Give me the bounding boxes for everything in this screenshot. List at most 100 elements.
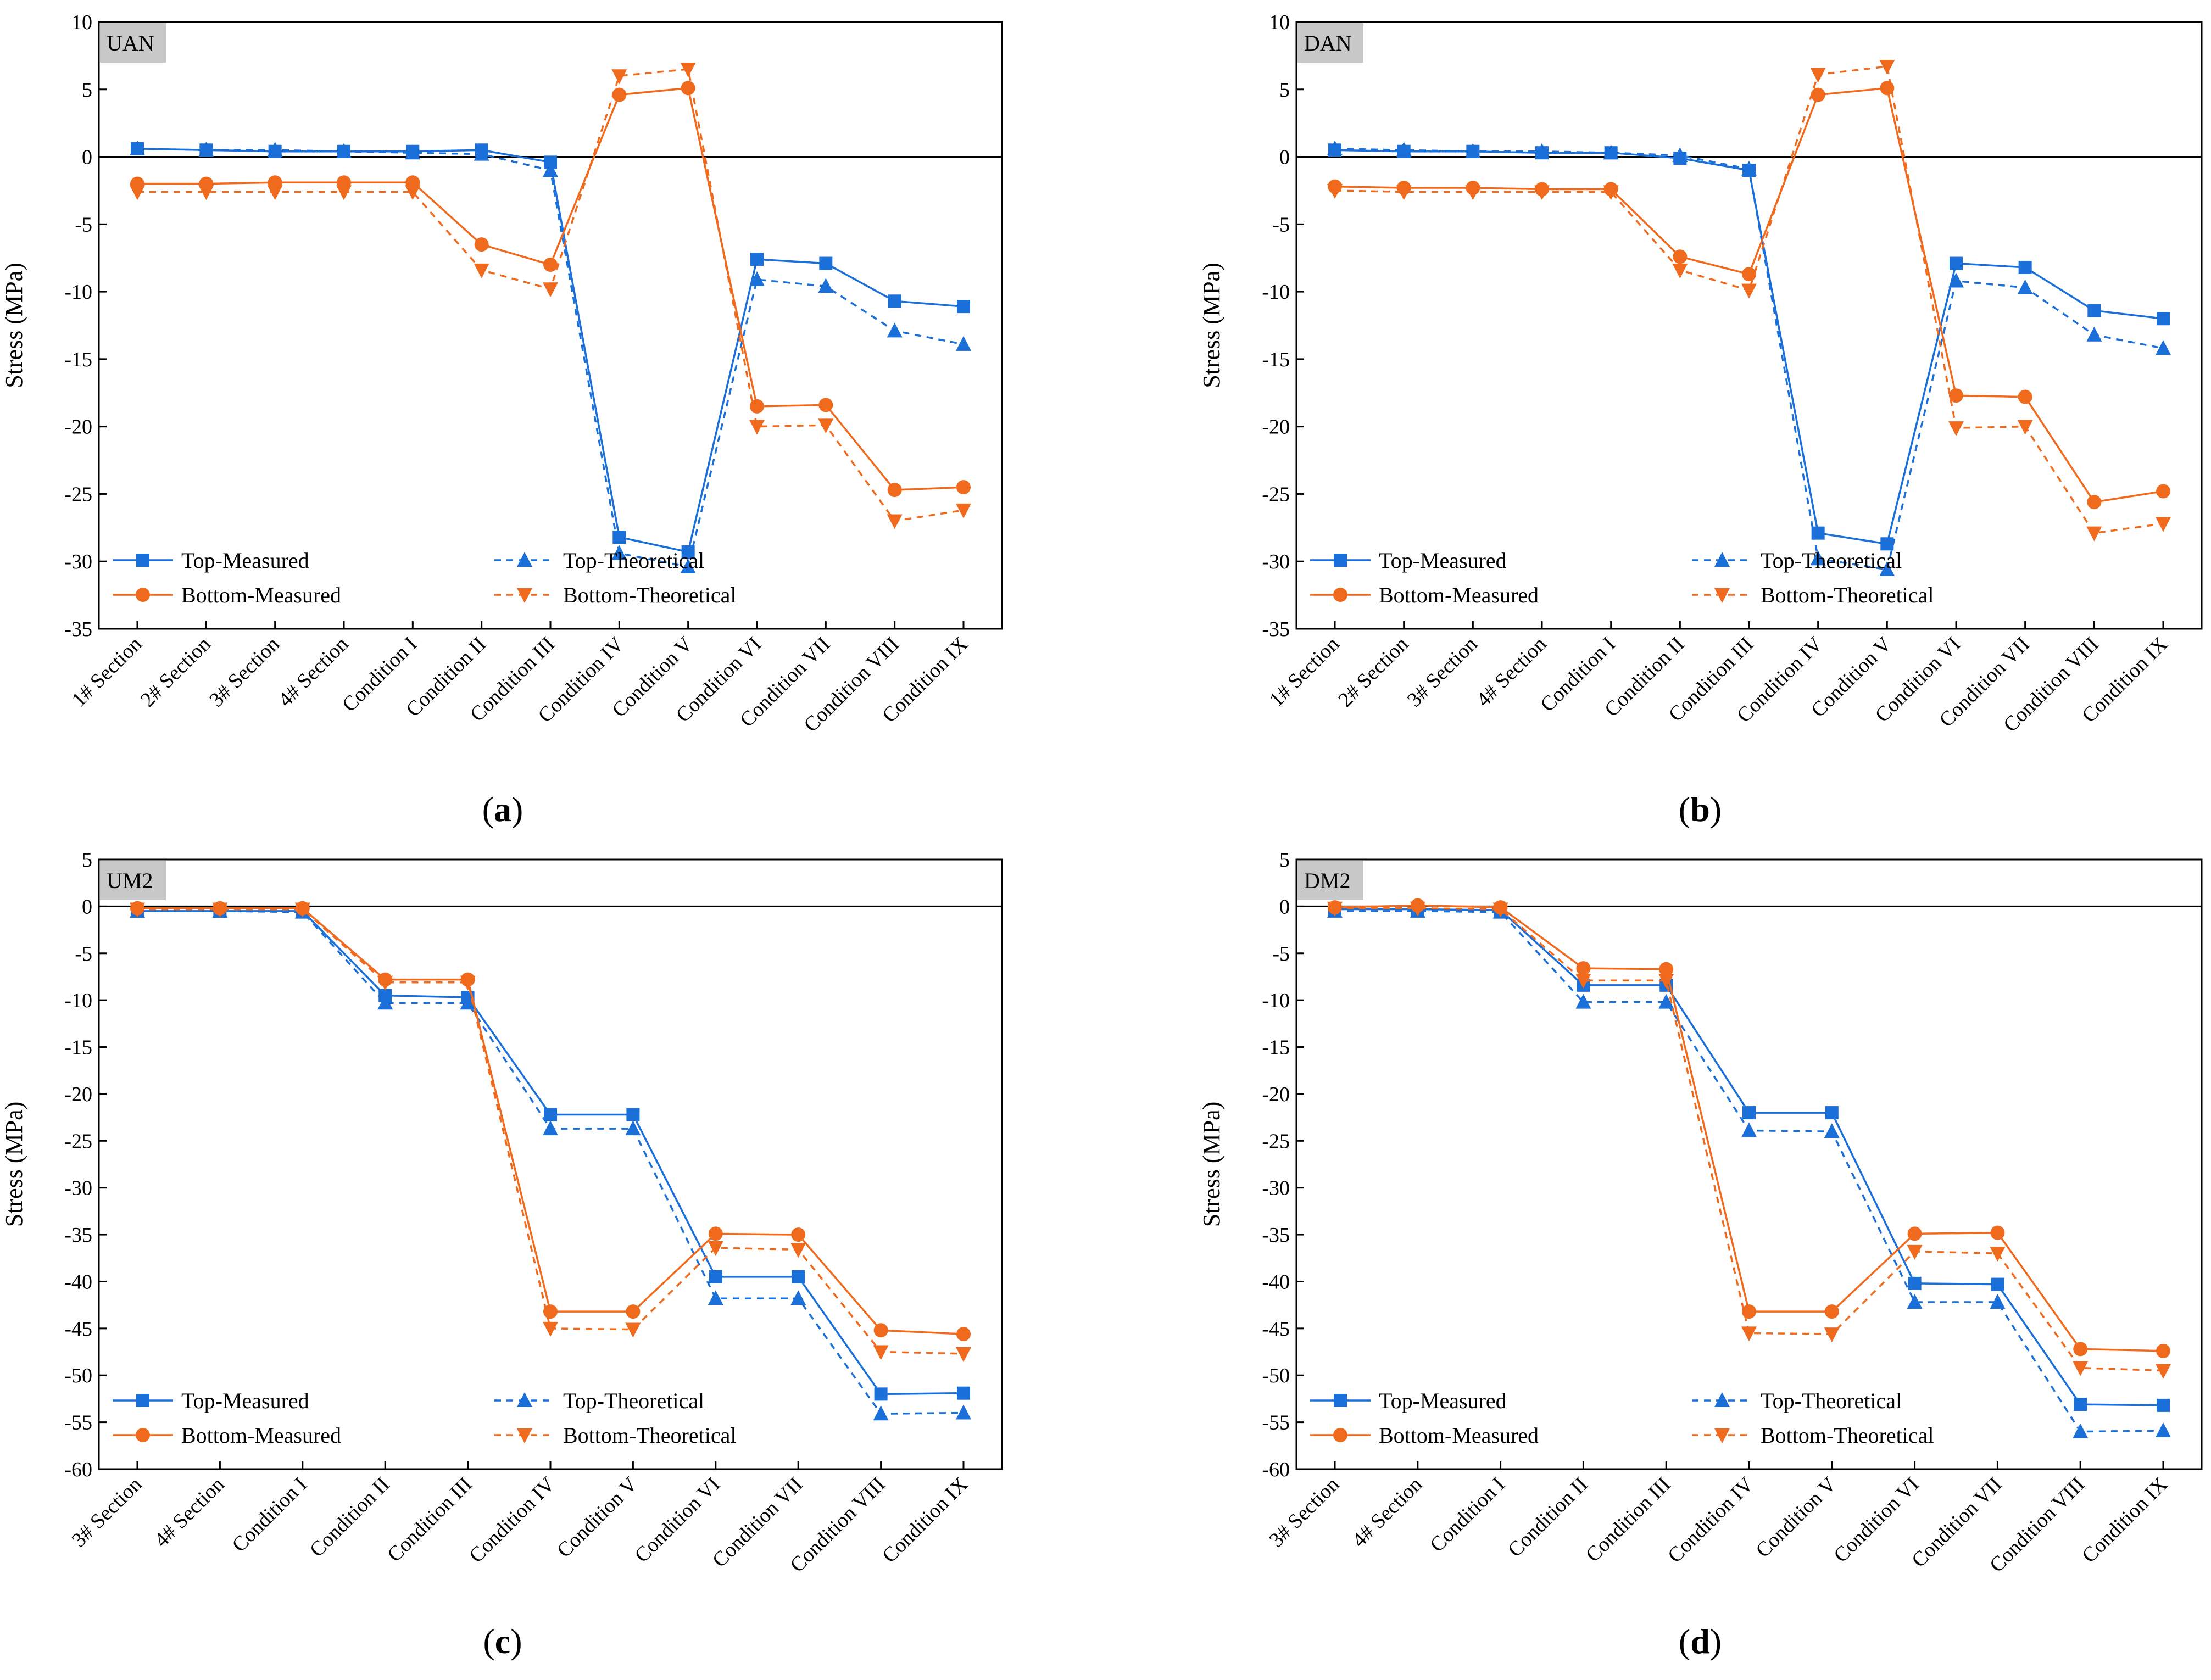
legend-label: Top-Theoretical [563,548,704,573]
data-point [405,144,421,160]
data-point [1603,185,1619,200]
legend-label: Bottom-Theoretical [563,583,736,607]
x-tick-label: 2# Section [1334,633,1413,712]
series-line [137,910,964,1396]
data-point [708,1226,723,1241]
legend-item-top-measured: Top-Measured [1310,548,1507,573]
data-point [1575,974,1591,989]
data-point [790,1290,806,1305]
data-point [1879,561,1895,576]
data-point [873,1405,889,1421]
panel-caption: (b) [1679,790,1722,829]
data-point [1880,537,1894,551]
y-tick-label: -45 [1262,1318,1290,1341]
y-tick-label: -30 [1262,1177,1290,1200]
data-point [2086,326,2102,342]
data-point [887,322,903,338]
data-point [198,185,214,200]
y-axis-label: Stress (MPa) [1,263,27,388]
data-point [377,975,393,991]
data-point [460,975,476,991]
x-tick-label: Condition IV [465,1472,560,1567]
x-tick-label: Condition I [1425,1473,1510,1557]
panel-caption: (a) [482,790,523,829]
data-point [1811,87,1825,102]
data-point [1465,185,1481,200]
data-point [612,87,627,102]
x-tick-label: Condition II [1503,1473,1592,1562]
data-point [611,69,627,85]
y-tick-label: -35 [1262,1224,1290,1247]
y-tick-label: 0 [82,146,92,169]
legend: Top-Measured Top-Theoretical Bottom-Measur… [1310,548,1934,607]
y-tick-label: -25 [1262,483,1290,506]
caption-paren-open: ( [482,790,494,829]
data-point [887,483,902,498]
x-tick-label: Condition I [227,1473,311,1557]
data-point [267,185,283,200]
y-tick-label: -5 [1272,942,1290,965]
plot-frame [98,858,1003,1470]
y-tick-label: 5 [82,79,92,102]
x-tick-label: Condition III [1581,1473,1675,1567]
data-point [888,294,901,308]
y-tick-label: 0 [1279,895,1290,918]
data-point [1534,185,1550,200]
y-tick-label: -30 [1262,550,1290,573]
x-tick-label: 4# Section [1347,1473,1427,1552]
caption-letter: b [1690,790,1710,829]
legend-label: Bottom-Theoretical [1761,583,1934,607]
legend-swatch-marker [517,1428,532,1443]
y-tick-label: -25 [64,1130,92,1153]
data-point [708,1290,723,1305]
data-point [1907,1294,1923,1309]
legend-swatch-marker [1333,1428,1347,1442]
panel-tag-label: DM2 [1304,868,1350,893]
y-tick-label: -10 [1262,989,1290,1012]
data-point [2156,1422,2171,1437]
legend: Top-Measured Top-Theoretical Bottom-Measur… [1310,1388,1934,1448]
data-point [1825,1106,1839,1120]
data-point [1741,1122,1757,1137]
y-tick-label: -15 [64,1036,92,1059]
y-tick-label: 0 [82,895,92,918]
data-point [887,514,903,529]
panel-caption: (c) [483,1622,522,1661]
x-tick-label: 4# Section [150,1473,229,1552]
data-point [749,420,765,435]
legend-swatch-marker [1714,1392,1730,1407]
data-point [130,185,145,200]
legend-swatch-marker [1334,554,1347,567]
caption-paren-close: ) [511,790,523,829]
legend-label: Bottom-Measured [1379,1423,1539,1448]
caption-paren-open: ( [1679,1622,1690,1661]
data-point [819,256,833,270]
y-tick-label: 5 [1279,849,1290,872]
data-point [1907,1244,1923,1260]
data-point [1879,60,1895,75]
data-point [1824,1327,1840,1343]
data-point [474,146,489,161]
legend: Top-Measured Top-Theoretical Bottom-Measur… [113,548,736,607]
series-line [1334,148,2164,571]
series-bottom-theoretical [1327,901,2171,1379]
x-tick-label: Condition IX [2078,1473,2172,1567]
chart-panel-d: 5 0 -5 -10 -15 -20 -25 -30 -35 -40 -45 -50 -55 -603# … [1198,849,2203,1661]
y-tick-label: -50 [64,1364,92,1387]
legend-item-bottom-theoretical: Bottom-Theoretical [494,1423,736,1448]
data-point [2157,1398,2170,1412]
y-tick-label: -5 [75,942,92,965]
data-point [1603,144,1619,160]
y-tick-label: -5 [75,213,92,236]
data-point [1810,550,1826,566]
series-bottom-theoretical [1327,60,2171,542]
data-point [543,162,558,177]
data-point [680,559,696,574]
caption-paren-close: ) [510,1622,522,1661]
legend-swatch-marker [1334,1394,1347,1407]
legend-item-bottom-measured: Bottom-Measured [1310,1423,1539,1448]
series-top-measured [1328,143,2170,551]
data-point [611,545,627,560]
data-point [130,902,145,918]
